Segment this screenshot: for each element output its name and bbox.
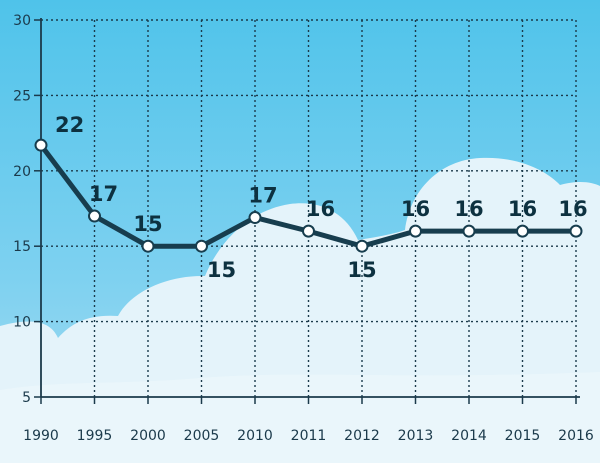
grid xyxy=(41,19,577,397)
data-point-marker xyxy=(195,239,208,253)
y-tick-label: 25 xyxy=(13,88,31,104)
data-label: 17 xyxy=(89,182,118,206)
y-tick-label: 30 xyxy=(13,13,31,29)
x-tick-label: 1990 xyxy=(23,428,59,444)
data-label: 16 xyxy=(306,197,335,221)
x-tick-label: 2000 xyxy=(130,428,166,444)
data-point-marker xyxy=(462,224,476,238)
y-axis-ticks: 5 10 15 20 25 30 xyxy=(13,13,31,406)
x-tick-label: 2012 xyxy=(344,428,380,444)
x-axis-ticks: 1990 1995 2000 2005 2010 2011 2012 2013 2014 2015… xyxy=(23,428,594,444)
data-point-marker xyxy=(569,224,583,238)
data-point-marker xyxy=(248,211,262,225)
x-tick-label: 2005 xyxy=(184,428,220,444)
data-labels: 22 17 15 15 17 16 15 16 16 16 16 xyxy=(55,113,588,282)
data-point-marker xyxy=(302,224,315,238)
data-label: 16 xyxy=(508,197,537,221)
data-point-marker xyxy=(516,224,529,238)
data-label: 15 xyxy=(133,212,162,236)
data-label: 22 xyxy=(55,113,84,137)
data-point-marker xyxy=(88,209,101,223)
data-label: 16 xyxy=(401,197,430,221)
data-label: 17 xyxy=(248,184,277,208)
data-point-marker xyxy=(141,239,155,253)
x-tick-label: 2010 xyxy=(237,428,273,444)
x-tick-label: 2016 xyxy=(558,428,594,444)
x-tick-label: 2014 xyxy=(451,428,487,444)
y-tick-label: 20 xyxy=(13,164,31,180)
x-tick-label: 1995 xyxy=(77,428,113,444)
data-point-marker xyxy=(409,224,422,238)
y-tick-label: 5 xyxy=(22,390,31,406)
y-tick-label: 15 xyxy=(13,239,31,255)
data-label: 15 xyxy=(347,258,376,282)
data-label: 15 xyxy=(207,258,236,282)
x-tick-label: 2013 xyxy=(398,428,434,444)
x-tick-label: 2015 xyxy=(505,428,541,444)
axes xyxy=(34,18,580,404)
data-point-marker xyxy=(34,138,48,152)
data-point-marker xyxy=(355,239,369,253)
data-label: 16 xyxy=(558,197,587,221)
data-label: 16 xyxy=(454,197,483,221)
x-tick-label: 2011 xyxy=(291,428,327,444)
cloud-background xyxy=(0,157,600,463)
data-points xyxy=(34,138,583,253)
y-tick-label: 10 xyxy=(13,315,31,331)
